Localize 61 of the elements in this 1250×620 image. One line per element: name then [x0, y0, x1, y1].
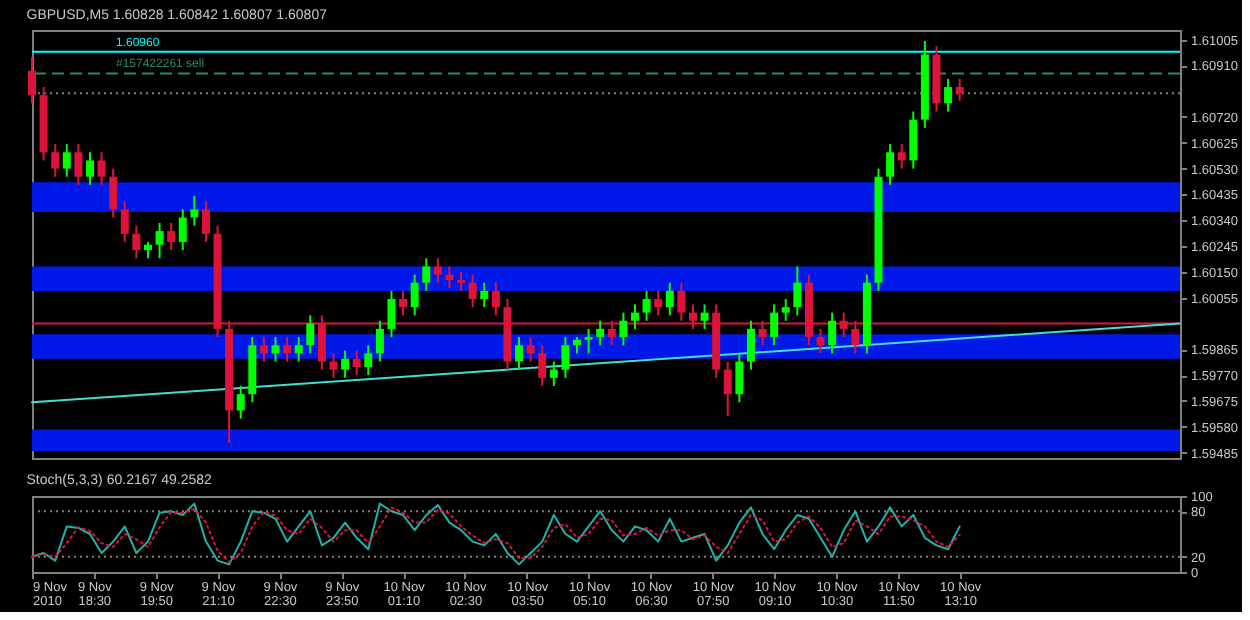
candlestick — [410, 273, 419, 317]
candlestick — [132, 224, 141, 260]
candlestick — [526, 336, 535, 363]
candlestick — [781, 298, 790, 322]
candlestick — [109, 167, 118, 219]
candlestick — [62, 143, 71, 178]
candlestick — [283, 336, 292, 363]
candlestick — [259, 336, 268, 363]
candlestick — [538, 344, 547, 387]
candlestick — [167, 221, 176, 252]
candlestick — [723, 360, 732, 417]
candlestick — [468, 273, 477, 309]
candlestick — [770, 303, 779, 347]
candlestick — [897, 143, 906, 170]
candlestick — [352, 349, 361, 377]
candlestick — [341, 349, 350, 379]
candlestick — [178, 208, 187, 252]
candlestick — [422, 257, 431, 292]
candlestick — [51, 143, 60, 178]
candlestick — [909, 110, 918, 170]
candlestick — [955, 77, 964, 102]
candlestick — [236, 384, 245, 420]
candlestick — [746, 319, 755, 371]
candlestick — [399, 289, 408, 317]
candlestick — [85, 151, 94, 186]
candlestick — [630, 303, 639, 330]
candlestick — [735, 352, 744, 404]
candlestick — [561, 336, 570, 379]
candlestick — [515, 336, 524, 371]
candlestick — [271, 336, 280, 363]
candlestick — [201, 200, 210, 243]
candlestick — [480, 281, 489, 309]
candlestick — [828, 311, 837, 355]
candlestick — [596, 319, 605, 347]
candlestick — [190, 194, 199, 227]
candlestick — [642, 289, 651, 322]
candlestick — [155, 221, 164, 260]
candlestick — [944, 77, 953, 113]
candlestick — [816, 327, 825, 355]
candlestick — [387, 289, 396, 339]
candlestick — [364, 344, 373, 377]
candlestick — [549, 360, 558, 387]
candlestick — [665, 281, 674, 317]
candlestick — [886, 143, 895, 186]
candlestick — [491, 281, 500, 317]
candlestick — [306, 314, 315, 355]
candlestick — [120, 200, 129, 243]
candlestick — [700, 303, 709, 330]
candlestick — [457, 270, 466, 292]
candlestick — [433, 257, 442, 284]
candlestick — [654, 289, 663, 317]
candlestick — [294, 336, 303, 363]
candlestick — [445, 265, 454, 290]
candlestick — [329, 352, 338, 379]
candlestick — [97, 151, 106, 186]
candlestick — [28, 56, 36, 105]
candlestick — [74, 143, 83, 186]
candlestick — [793, 265, 802, 317]
candlestick — [375, 319, 384, 363]
candlestick — [584, 327, 593, 355]
candlestick — [619, 311, 628, 347]
